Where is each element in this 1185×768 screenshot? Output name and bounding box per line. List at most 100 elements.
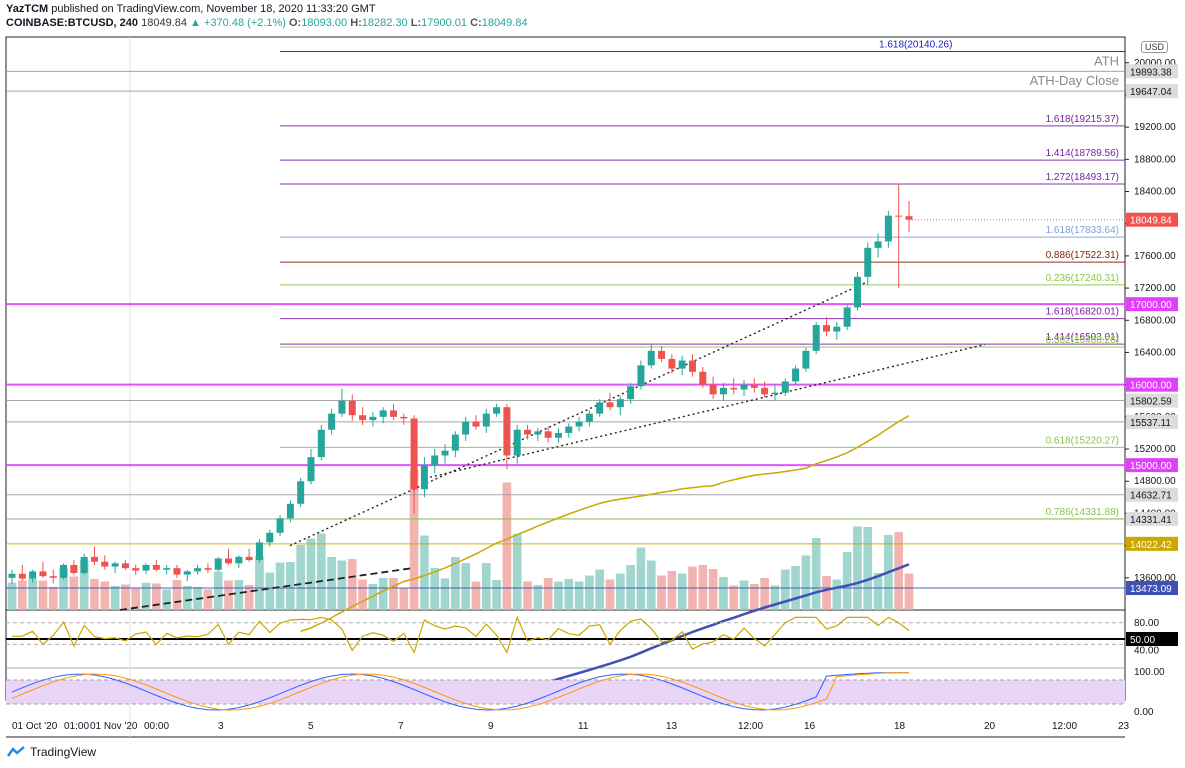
candle-body: [410, 418, 418, 490]
candle-body: [874, 241, 882, 248]
candle-body: [761, 387, 769, 395]
channel-upper-line: [289, 281, 869, 547]
price-tick-label: 18800.00: [1134, 154, 1176, 165]
level-badge-label: 14632.71: [1130, 491, 1172, 502]
price-change: ▲ +370.48 (+2.1%): [190, 17, 286, 29]
level-label: 0.382(16468.26): [1046, 335, 1119, 346]
time-tick-label: 16: [804, 721, 816, 732]
volume-bar: [409, 470, 419, 610]
low-value: 17900.01: [421, 17, 468, 29]
volume-bar: [316, 533, 326, 610]
level-label: 0.786(14331.88): [1046, 507, 1119, 518]
candle-body: [255, 542, 263, 561]
volume-bar: [337, 560, 347, 610]
time-tick-label: 12:00: [1052, 721, 1077, 732]
volume-bar: [461, 563, 470, 610]
price-tick-label: 17200.00: [1134, 283, 1176, 294]
candle-body: [606, 402, 614, 408]
volume-bar: [615, 573, 625, 610]
volume-bar: [79, 560, 89, 610]
time-tick-label: 18: [894, 721, 906, 732]
level-badge: [1126, 487, 1178, 502]
time-tick-label: 00:00: [144, 721, 169, 732]
volume-bar: [28, 578, 37, 610]
time-tick-label: 9: [488, 721, 494, 732]
currency-badge[interactable]: USD: [1141, 41, 1169, 53]
level-label: 1.618(17833.64): [1046, 225, 1119, 236]
candle-body: [348, 400, 356, 416]
high-label: H:: [350, 17, 362, 29]
volume-bar: [430, 568, 440, 610]
level-badge: [1126, 297, 1178, 312]
volume-bar: [244, 585, 254, 610]
stoch-k-line: [11, 672, 909, 711]
volume-bar: [677, 573, 687, 610]
volume-bar: [564, 579, 574, 610]
last-price-label: 18049.84: [1130, 216, 1172, 227]
level-badge-label: 17000.00: [1130, 300, 1172, 311]
candle-body: [493, 407, 501, 414]
volume-bar: [162, 589, 171, 610]
candle-body: [513, 429, 521, 456]
volume-bar: [358, 579, 367, 610]
volume-bar: [822, 576, 831, 610]
candle-body: [472, 421, 480, 427]
candle-body: [730, 387, 738, 390]
candle-body: [616, 399, 624, 408]
candle-body: [379, 410, 387, 417]
volume-bar: [296, 545, 306, 610]
volume-bar: [873, 573, 883, 610]
candle-body: [905, 216, 913, 220]
candle-body: [585, 413, 593, 422]
candle-body: [482, 413, 490, 427]
candle-body: [307, 457, 315, 482]
support-trendline: [119, 567, 413, 611]
candle-body: [173, 568, 181, 575]
price-tick-label: 16400.00: [1134, 347, 1176, 358]
candle-body: [317, 429, 325, 458]
volume-bar: [182, 586, 192, 610]
volume-bar: [451, 557, 460, 610]
candle-body: [864, 247, 872, 277]
ma-gold-line: [300, 414, 910, 633]
candle-body: [699, 371, 707, 385]
level-badge-label: 15802.59: [1130, 397, 1172, 408]
volume-bar: [750, 584, 759, 610]
volume-bar: [286, 562, 295, 610]
candle-body: [647, 350, 655, 366]
publish-info: YazTCM published on TradingView.com, Nov…: [6, 3, 376, 15]
time-tick-label: 12:00: [738, 721, 763, 732]
tradingview-footer[interactable]: TradingView: [6, 745, 96, 759]
volume-bar: [275, 562, 285, 610]
level-label: 1.414(16503.01): [1046, 332, 1119, 343]
candle-body: [420, 465, 428, 490]
rsi-level-label: 40.00: [1134, 645, 1159, 656]
candle-body: [853, 276, 861, 308]
open-label: O:: [289, 17, 302, 29]
candle-body: [637, 365, 645, 387]
candle-body: [49, 576, 57, 578]
volume-bar: [739, 580, 749, 610]
time-tick-label: 7: [398, 721, 404, 732]
candle-body: [152, 564, 160, 570]
price-tick-label: 15200.00: [1134, 444, 1176, 455]
level-badge: [1126, 64, 1178, 79]
volume-bar: [69, 576, 79, 610]
level-badge: [1126, 536, 1178, 551]
candle-body: [245, 556, 253, 561]
volume-bar: [234, 580, 244, 610]
volume-bar: [440, 578, 450, 610]
volume-bar: [853, 526, 862, 610]
level-label: 0.618(15220.27): [1046, 435, 1119, 446]
price-tick-label: 18400.00: [1134, 187, 1176, 198]
candle-body: [792, 368, 800, 382]
price-tick-label: 17600.00: [1134, 251, 1176, 262]
volume-bar: [719, 577, 728, 610]
candle-body: [29, 571, 37, 579]
volume-bar: [770, 585, 780, 610]
published-text: published on TradingView.com, November 1…: [51, 3, 376, 15]
time-tick-label: 5: [308, 721, 314, 732]
volume-bar: [626, 565, 635, 610]
candle-body: [544, 431, 552, 438]
